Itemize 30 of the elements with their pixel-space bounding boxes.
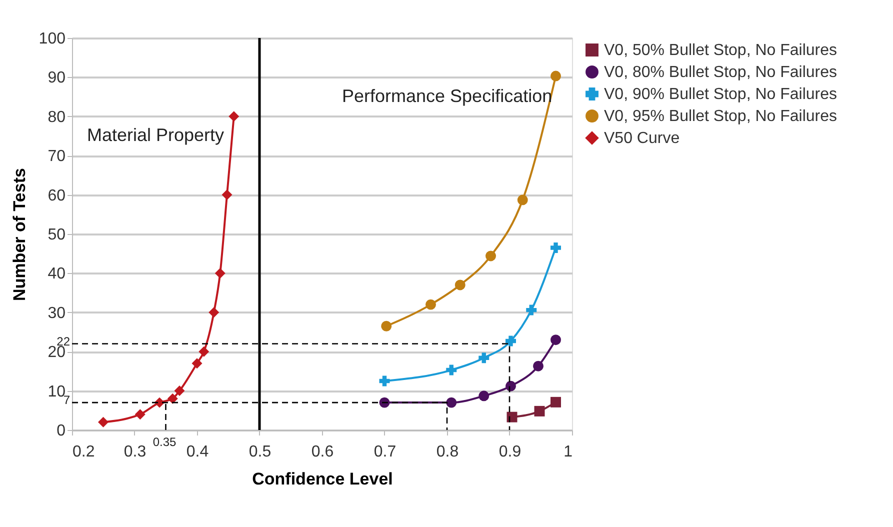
x-tick-label: 0.3 bbox=[124, 444, 146, 460]
y-tick-label: 40 bbox=[48, 266, 66, 283]
y-axis-title: Number of Tests bbox=[10, 168, 29, 301]
legend-label: V0, 80% Bullet Stop, No Failures bbox=[604, 64, 838, 81]
y-tick-label: 50 bbox=[48, 226, 66, 244]
y-tick-label: 70 bbox=[48, 148, 66, 166]
x-tick-label: 0.5 bbox=[248, 444, 272, 460]
x-tick-label: 0.8 bbox=[436, 444, 459, 460]
y-tick-label: 60 bbox=[48, 187, 66, 204]
legend-label: V0, 90% Bullet Stop, No Failures bbox=[604, 86, 838, 103]
x-tick-label: 0.4 bbox=[186, 444, 209, 460]
x-tick-label: 1 bbox=[564, 444, 573, 460]
annotation: Material Property bbox=[87, 125, 224, 145]
y-tick-label: 0 bbox=[56, 422, 66, 440]
x-tick-label: 0.7 bbox=[374, 444, 396, 460]
x-axis-title: Confidence Level bbox=[252, 470, 393, 488]
legend-label: V0, 95% Bullet Stop, No Failures bbox=[604, 108, 838, 125]
legend-label: V50 Curve bbox=[604, 130, 680, 147]
annotation: Performance Specification bbox=[342, 86, 552, 106]
y-tick-label: 20 bbox=[48, 344, 66, 362]
y-tick-label: 10 bbox=[48, 383, 66, 400]
legend-label: V0, 50% Bullet Stop, No Failures bbox=[604, 42, 838, 59]
y-tick-label: 90 bbox=[48, 70, 66, 87]
y-tick-label: 100 bbox=[38, 30, 66, 48]
x-tick-label: 0.2 bbox=[72, 444, 95, 460]
y-tick-label: 30 bbox=[48, 304, 66, 322]
text: 0.35 bbox=[152, 434, 176, 449]
y-tick-label: 80 bbox=[48, 108, 66, 126]
x-tick-label: 0.9 bbox=[498, 444, 522, 460]
x-tick-label: 0.6 bbox=[311, 444, 334, 460]
